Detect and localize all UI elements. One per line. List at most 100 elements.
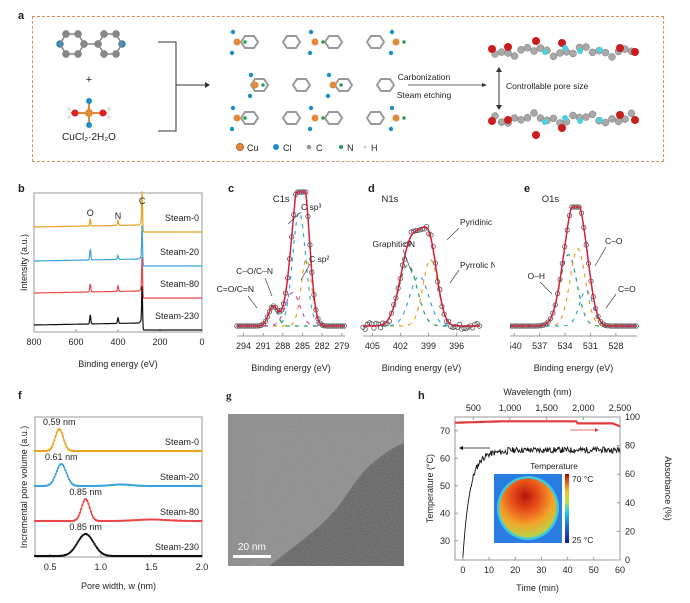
peak-label: N [115, 211, 122, 221]
x-tick-label: 294 [236, 341, 251, 351]
x-axis-label: Time (min) [516, 583, 559, 593]
series-line-steam-80 [35, 498, 202, 522]
carbon-atom [556, 49, 564, 57]
series-line-steam-0 [35, 428, 202, 452]
cu-atom [251, 81, 259, 89]
carbon-atom [601, 48, 610, 57]
cu-atom [233, 38, 241, 46]
component-3 [237, 305, 345, 327]
pyridine-ring [239, 35, 260, 49]
nitrogen-atom [577, 48, 583, 54]
oxygen-atom [504, 43, 512, 51]
cl-atom [229, 50, 235, 56]
cl-atom [307, 126, 313, 132]
legend-c-label: C [316, 143, 323, 153]
x-tick-label: 200 [152, 337, 167, 347]
carbon-sheets [488, 37, 639, 139]
x-tick-label: 396 [449, 341, 464, 351]
panel-g-letter: g [226, 390, 232, 402]
legend-cu-label: Cu [247, 143, 259, 153]
carbon-atom [582, 113, 590, 121]
peak-label: C [139, 196, 146, 206]
carbon-atom [608, 115, 616, 123]
carbon-atom [517, 116, 525, 124]
pyridine-ring [249, 78, 270, 92]
cl-atom [388, 50, 394, 56]
x-axis-label: Binding energy (eV) [251, 363, 331, 373]
cu-atom [311, 38, 319, 46]
annotation-leader [605, 293, 617, 309]
cl-atom [230, 105, 236, 111]
annotation-label: C sp³ [301, 202, 321, 212]
legend-n-label: N [347, 143, 354, 153]
carbon-atom [523, 113, 532, 122]
series-line-steam-230 [34, 286, 202, 331]
x-tick-label: 537 [532, 341, 547, 351]
legend-cl-marker [273, 144, 279, 150]
x-tick-label: 291 [256, 341, 271, 351]
x-tick-label: 534 [558, 341, 573, 351]
x-tick-label: 50 [589, 565, 599, 575]
scale-bar-label: 20 nm [238, 542, 266, 553]
annotation-leader [264, 277, 273, 297]
schematic-box [32, 16, 664, 162]
cl-atom [326, 72, 332, 78]
oxygen-atom [488, 45, 496, 53]
carbon-atom [530, 47, 538, 55]
annotation-leader [287, 211, 302, 225]
reactant-label: CuCl₂·2H₂O [62, 132, 116, 143]
x-axis-label: Binding energy (eV) [382, 363, 462, 373]
legend-h-label: H [371, 143, 378, 153]
top-x-tick-label: 500 [466, 403, 481, 413]
n-atom [321, 40, 325, 44]
nitrogen-atom [542, 49, 548, 55]
annotation-leader [300, 263, 311, 281]
inset-sample-hotspot [499, 478, 557, 538]
series-label: Steam-0 [165, 213, 199, 223]
right-y-tick-label: 20 [625, 526, 635, 536]
chart-title: N1s [381, 194, 398, 205]
nitrogen-atom [597, 47, 603, 53]
annotation-label: O–H [528, 271, 545, 281]
oxygen-atom [558, 39, 566, 47]
series-label: Steam-0 [165, 437, 199, 447]
annotation-label: C–O [605, 236, 623, 246]
legend-n-marker [339, 145, 343, 149]
carbon-atom [569, 49, 577, 58]
x-tick-label: 0 [460, 565, 465, 575]
x-tick-label: 282 [315, 341, 330, 351]
data-point [264, 314, 270, 320]
top-x-tick-label: 2,000 [572, 403, 595, 413]
x-tick-label: 540 [510, 341, 522, 351]
x-tick-label: 2.0 [196, 562, 209, 572]
panel-f-letter: f [18, 390, 22, 402]
x-tick-label: 20 [510, 565, 520, 575]
x-axis-label: Pore width, w (nm) [81, 581, 156, 591]
series-line-steam-20 [35, 463, 202, 487]
scale-bar [233, 555, 271, 558]
annotation-label: Pyrrolic N [460, 260, 495, 270]
schematic-svg: + CuCl₂·2H₂O Carbonization Steam etching… [56, 29, 639, 153]
x-tick-label: 528 [608, 341, 623, 351]
pyridine-ring [323, 111, 344, 125]
x-tick-label: 531 [583, 341, 598, 351]
oxygen-atom [631, 48, 639, 56]
pyridine-ring [375, 78, 396, 92]
series-label: Steam-230 [155, 311, 199, 321]
panel-a-letter: a [18, 10, 25, 22]
absorbance-line [455, 420, 621, 428]
x-tick-label: 1.5 [145, 562, 158, 572]
oxygen-atom [532, 131, 540, 139]
pore-size-label: Controllable pore size [506, 81, 588, 91]
right-y-tick-label: 0 [625, 555, 630, 565]
carbon-atom [517, 46, 525, 54]
cl-atom [325, 93, 331, 99]
x-axis-label: Binding energy (eV) [78, 359, 158, 369]
oxygen-atom [504, 116, 512, 124]
pyridine-ring [291, 78, 312, 92]
x-tick-label: 10 [484, 565, 494, 575]
carbon-atom [621, 115, 629, 123]
n-atom [321, 116, 325, 120]
x-tick-label: 60 [615, 565, 625, 575]
oxygen-atom [631, 116, 639, 124]
